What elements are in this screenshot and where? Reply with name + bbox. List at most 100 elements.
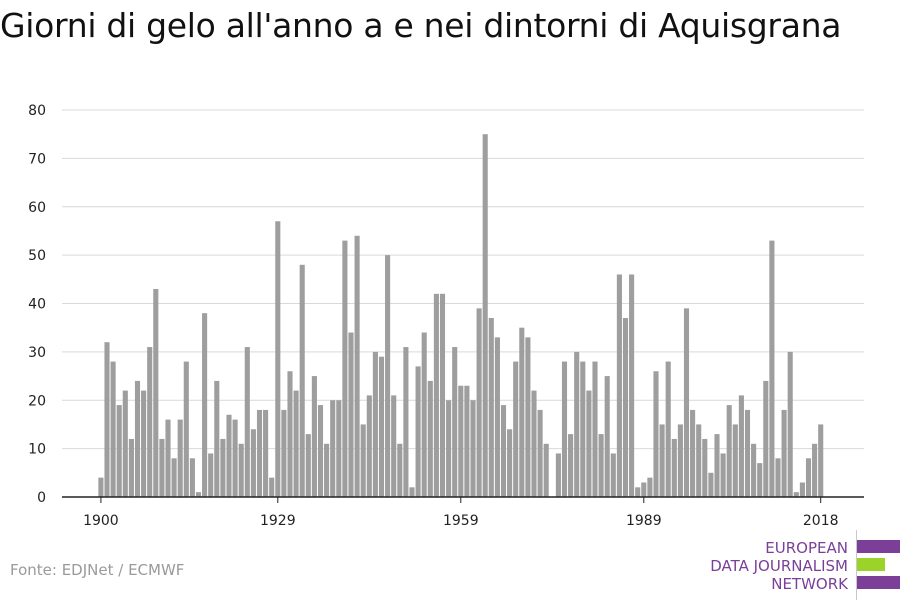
bar-2003: [726, 405, 732, 497]
bar-1984: [610, 453, 616, 497]
bar-1934: [305, 434, 311, 497]
y-axis: 0 10 20 30 40 50 60 70 80: [28, 103, 46, 506]
chart-title: Giorni di gelo all'anno a e nei dintorni…: [0, 6, 842, 45]
bar-1996: [683, 308, 690, 497]
bar-1999: [702, 438, 708, 497]
bar-1998: [696, 424, 702, 497]
bar-1904: [122, 390, 128, 497]
bar-1916: [195, 492, 202, 497]
source-note: Fonte: EDJNet / ECMWF: [10, 561, 185, 579]
bar-1901: [104, 342, 110, 497]
bar-1986: [622, 318, 629, 497]
y-tick-label: 0: [37, 490, 46, 506]
bar-1940: [342, 240, 348, 498]
bar-2007: [751, 443, 757, 497]
bar-1919: [214, 380, 220, 497]
logo-text-line: EUROPEAN: [765, 539, 848, 557]
bar-2018: [818, 424, 824, 497]
bar-2014: [793, 492, 799, 497]
bar-1971: [531, 390, 537, 497]
bar-2015: [799, 482, 805, 497]
bar-1929: [275, 221, 281, 497]
bar-1909: [153, 288, 159, 497]
bar-1910: [159, 438, 165, 497]
bar-2016: [805, 458, 812, 497]
bar-1948: [391, 395, 397, 497]
bar-1970: [525, 337, 531, 497]
bar-1920: [220, 438, 226, 497]
y-tick-label: 10: [28, 442, 46, 458]
bar-1983: [604, 376, 610, 497]
bar-2011: [775, 458, 781, 497]
bar-1981: [592, 361, 598, 497]
bar-1962: [476, 308, 482, 497]
bar-1958: [452, 347, 458, 497]
bar-2012: [781, 409, 787, 497]
bar-2013: [787, 351, 793, 498]
bar-1977: [568, 434, 574, 497]
bar-1941: [348, 332, 354, 497]
bar-1922: [232, 419, 238, 497]
bar-1978: [574, 351, 580, 498]
bar-1992: [659, 424, 665, 497]
bar-1915: [189, 458, 195, 497]
bar-1918: [208, 453, 214, 497]
bar-1989: [641, 482, 647, 497]
bar-2004: [732, 424, 738, 497]
bar-1969: [519, 327, 525, 497]
bar-2000: [708, 472, 714, 497]
bar-2005: [738, 395, 744, 497]
bar-1976: [561, 361, 568, 497]
bar-1933: [299, 264, 305, 497]
bars: [98, 134, 824, 498]
bar-1982: [598, 434, 604, 497]
bar-1949: [397, 443, 403, 497]
y-tick-label: 70: [28, 151, 46, 167]
bar-1956: [439, 293, 446, 497]
bar-1939: [336, 400, 342, 497]
bar-1928: [269, 477, 275, 497]
bar-1926: [256, 409, 263, 497]
bar-1987: [629, 274, 635, 497]
bar-1991: [653, 371, 659, 497]
bar-1953: [421, 332, 427, 497]
bar-1917: [202, 313, 208, 497]
bar-2010: [769, 240, 775, 498]
bar-1923: [238, 443, 244, 497]
bar-1936: [317, 405, 324, 497]
bar-2001: [714, 434, 720, 497]
bar-1967: [507, 429, 513, 497]
bar-1950: [403, 347, 409, 497]
bar-1924: [244, 347, 250, 497]
bar-1964: [488, 318, 494, 497]
edjnet-logo: EUROPEAN DATA JOURNALISM NETWORK: [700, 530, 900, 600]
logo-divider: [856, 530, 857, 600]
y-tick-label: 80: [28, 103, 46, 119]
x-tick-label: 1900: [83, 513, 119, 529]
bar-1908: [147, 347, 153, 497]
bar-1903: [116, 405, 122, 497]
bar-1951: [409, 487, 415, 497]
bar-1906: [134, 380, 141, 497]
bar-1931: [287, 371, 293, 497]
bar-1938: [330, 400, 336, 497]
bar-1966: [500, 405, 507, 497]
bar-1914: [183, 361, 189, 497]
bar-1944: [366, 395, 372, 497]
logo-bar: [857, 540, 900, 553]
bar-1997: [690, 409, 696, 497]
y-tick-label: 40: [28, 297, 46, 313]
bar-1972: [537, 409, 543, 497]
bar-1960: [464, 385, 470, 497]
y-tick-label: 20: [28, 393, 46, 409]
bar-1912: [171, 458, 177, 497]
bar-1975: [555, 453, 561, 497]
y-tick-label: 60: [28, 200, 46, 216]
bar-1946: [378, 356, 385, 497]
bar-1902: [110, 361, 116, 497]
bar-1961: [470, 400, 476, 497]
bar-1965: [494, 337, 500, 497]
bar-1943: [360, 424, 366, 497]
bar-1907: [141, 390, 147, 497]
bar-1945: [372, 351, 378, 498]
